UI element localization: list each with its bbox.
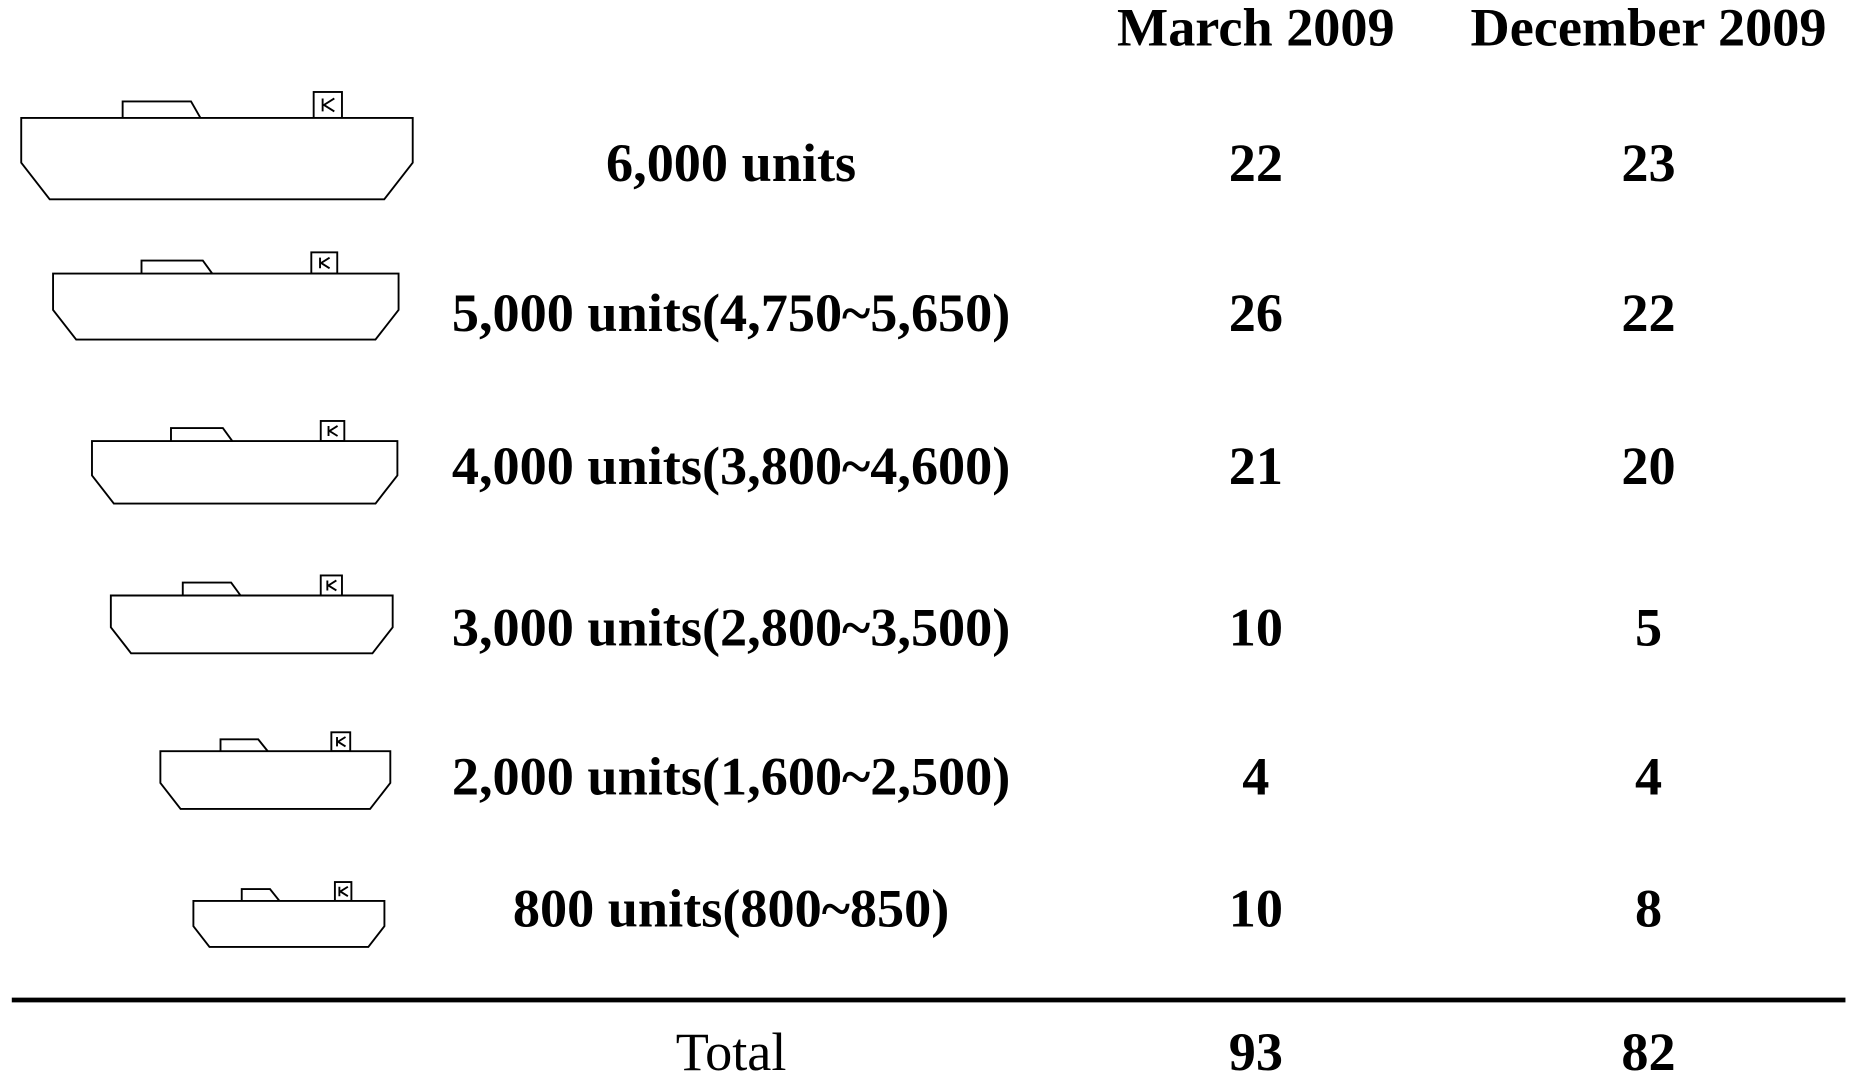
column-header: December 2009 [1471, 0, 1827, 57]
total-label: Total [676, 1022, 787, 1082]
cell-value: 22 [1621, 283, 1675, 343]
total-value: 82 [1621, 1022, 1675, 1082]
ship-hull [159, 750, 392, 810]
row-label: 6,000 units [606, 133, 856, 193]
row-label: 3,000 units(2,800~3,500) [452, 598, 1011, 658]
ship-cabin [219, 738, 269, 752]
ship-mark [330, 731, 352, 753]
cell-value: 22 [1229, 133, 1283, 193]
ship-hull [109, 594, 394, 655]
ship-mark-k [319, 256, 331, 270]
ship-mark [319, 420, 346, 442]
ship-mark-k [327, 425, 339, 437]
cell-value: 4 [1242, 746, 1269, 806]
ship-mark-k [321, 97, 335, 113]
cell-value: 5 [1635, 598, 1662, 658]
ship-mark [312, 91, 343, 119]
ship-cabin [170, 427, 234, 442]
cell-value: 10 [1229, 878, 1283, 938]
ship-hull [91, 440, 399, 505]
row-label: 800 units(800~850) [513, 878, 950, 938]
ship-hull [20, 116, 414, 201]
row-label: 2,000 units(1,600~2,500) [452, 746, 1011, 806]
ship-mark [310, 251, 339, 275]
ship-hull [52, 272, 400, 341]
ship-mark-k [326, 579, 337, 592]
ship-mark [319, 574, 343, 597]
column-header: March 2009 [1117, 0, 1395, 57]
ship-hull [192, 899, 386, 948]
cell-value: 26 [1229, 283, 1283, 343]
ship-mark-k [336, 736, 347, 748]
cell-value: 4 [1635, 746, 1662, 806]
ship-mark [333, 881, 353, 902]
cell-value: 23 [1621, 133, 1675, 193]
ship-cabin [121, 100, 202, 119]
row-label: 5,000 units(4,750~5,650) [452, 283, 1011, 343]
ship-cabin [140, 259, 214, 275]
cell-value: 20 [1621, 436, 1675, 496]
ship-mark-k [338, 885, 349, 897]
total-value: 93 [1229, 1022, 1283, 1082]
row-label: 4,000 units(3,800~4,600) [452, 436, 1011, 496]
ship-cabin [240, 888, 281, 902]
cell-value: 21 [1229, 436, 1283, 496]
ship-cabin [181, 581, 242, 597]
cell-value: 10 [1229, 598, 1283, 658]
content: March 2009 December 2009 6,000 units 22 23 5,… [11, 0, 1846, 1082]
cell-value: 8 [1635, 878, 1662, 938]
